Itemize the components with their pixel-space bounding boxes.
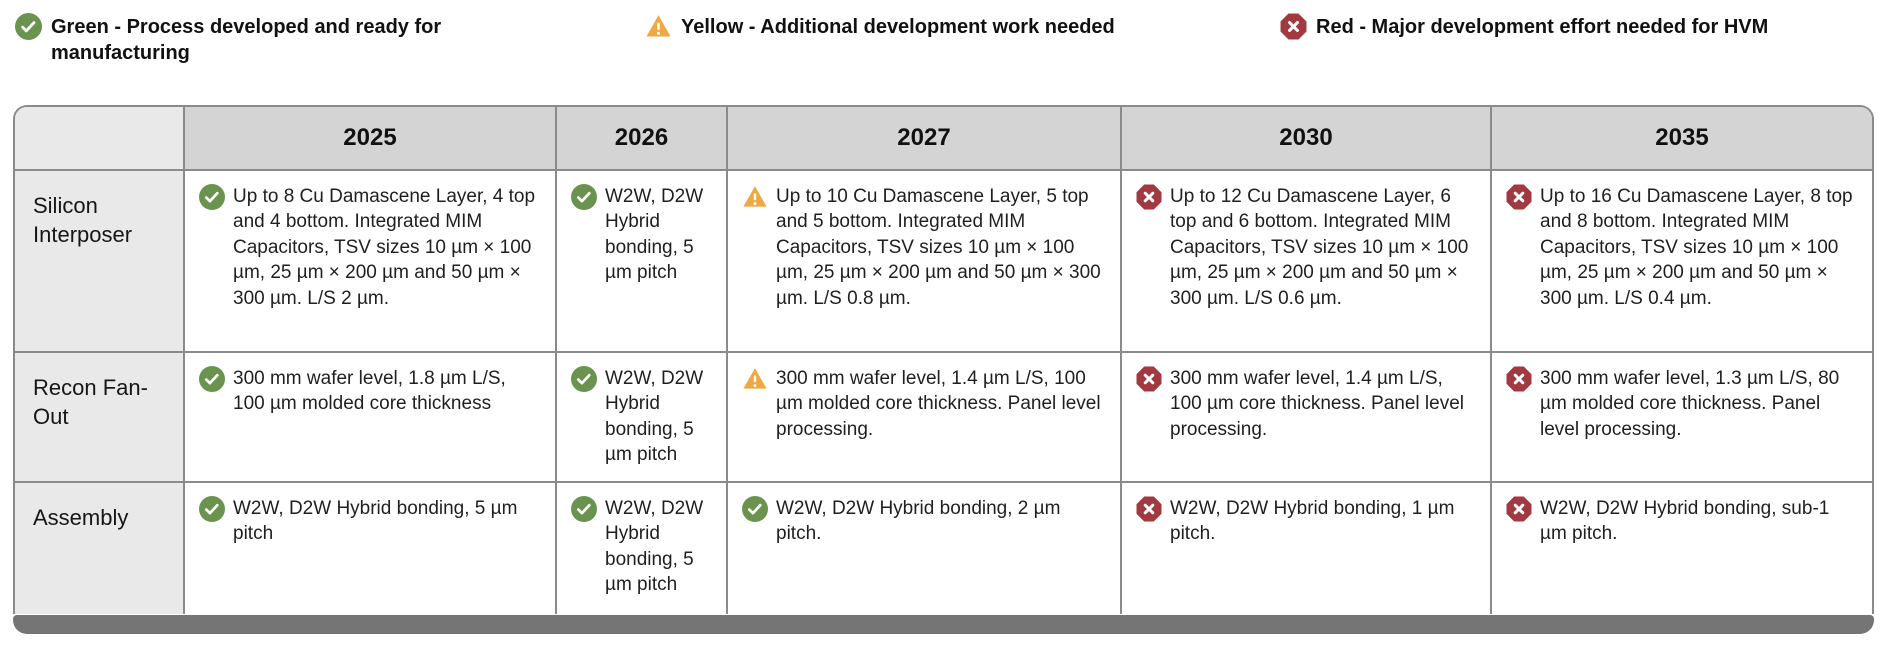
cell-text: Up to 12 Cu Damascene Layer, 6 top and 6… — [1170, 186, 1469, 309]
table-cell: 300 mm wafer level, 1.4 µm L/S, 100 µm c… — [1122, 353, 1492, 483]
red-x-icon — [1505, 183, 1533, 211]
cell-text: 300 mm wafer level, 1.4 µm L/S, 100 µm c… — [1170, 368, 1464, 440]
table-cell: W2W, D2W Hybrid bonding, 5 µm pitch — [185, 483, 557, 614]
column-header-2027: 2027 — [728, 107, 1122, 171]
column-header-2035: 2035 — [1492, 107, 1872, 171]
legend-item-red: Red - Major development effort needed fo… — [1278, 11, 1769, 42]
column-header-2026: 2026 — [557, 107, 728, 171]
legend-item-green: Green - Process developed and ready for … — [13, 11, 485, 66]
legend-label-red: Red - Major development effort needed fo… — [1316, 16, 1769, 38]
column-header-corner — [15, 107, 185, 171]
table-cell: 300 mm wafer level, 1.3 µm L/S, 80 µm mo… — [1492, 353, 1872, 483]
yellow-warning-icon — [742, 366, 768, 392]
column-header-2030: 2030 — [1122, 107, 1492, 171]
red-x-icon — [1505, 365, 1533, 393]
green-check-icon — [569, 364, 599, 394]
table-cell: W2W, D2W Hybrid bonding, 5 µm pitch — [557, 353, 728, 483]
green-check-icon — [197, 182, 227, 212]
red-x-icon — [1135, 183, 1163, 211]
column-header-2025: 2025 — [185, 107, 557, 171]
red-x-icon — [1278, 11, 1309, 42]
red-x-icon — [1135, 495, 1163, 523]
table-cell: W2W, D2W Hybrid bonding, 5 µm pitch — [557, 483, 728, 614]
table-cell: Up to 16 Cu Damascene Layer, 8 top and 8… — [1492, 171, 1872, 353]
table-cell: Up to 12 Cu Damascene Layer, 6 top and 6… — [1122, 171, 1492, 353]
row-label-recon-fan-out: Recon Fan-Out — [15, 353, 185, 483]
cell-text: W2W, D2W Hybrid bonding, 1 µm pitch. — [1170, 498, 1455, 545]
table-cell: W2W, D2W Hybrid bonding, sub-1 µm pitch. — [1492, 483, 1872, 614]
table-cell: W2W, D2W Hybrid bonding, 2 µm pitch. — [728, 483, 1122, 614]
yellow-warning-icon — [645, 13, 672, 40]
green-check-icon — [740, 494, 770, 524]
legend-item-yellow: Yellow - Additional development work nee… — [645, 14, 1115, 40]
cell-text: W2W, D2W Hybrid bonding, 5 µm pitch — [233, 498, 518, 545]
legend-label-green: Green - Process developed and ready for … — [51, 16, 442, 64]
table-cell: Up to 8 Cu Damascene Layer, 4 top and 4 … — [185, 171, 557, 353]
cell-text: 300 mm wafer level, 1.3 µm L/S, 80 µm mo… — [1540, 368, 1840, 440]
cell-text: Up to 10 Cu Damascene Layer, 5 top and 5… — [776, 186, 1101, 309]
table-cell: Up to 10 Cu Damascene Layer, 5 top and 5… — [728, 171, 1122, 353]
green-check-icon — [197, 364, 227, 394]
table-cell: 300 mm wafer level, 1.8 µm L/S, 100 µm m… — [185, 353, 557, 483]
cell-text: 300 mm wafer level, 1.8 µm L/S, 100 µm m… — [233, 368, 506, 415]
table-cell: 300 mm wafer level, 1.4 µm L/S, 100 µm m… — [728, 353, 1122, 483]
cell-text: Up to 8 Cu Damascene Layer, 4 top and 4 … — [233, 186, 536, 309]
cell-text: W2W, D2W Hybrid bonding, sub-1 µm pitch. — [1540, 498, 1830, 545]
row-label-silicon-interposer: Silicon Interposer — [15, 171, 185, 353]
red-x-icon — [1135, 365, 1163, 393]
row-label-assembly: Assembly — [15, 483, 185, 614]
table-bottom-shadow — [13, 615, 1874, 634]
cell-text: W2W, D2W Hybrid bonding, 5 µm pitch — [605, 186, 704, 284]
red-x-icon — [1505, 495, 1533, 523]
roadmap-table: 2025 2026 2027 2030 2035 Silicon Interpo… — [13, 105, 1874, 614]
legend-label-yellow: Yellow - Additional development work nee… — [681, 16, 1115, 38]
cell-text: W2W, D2W Hybrid bonding, 5 µm pitch — [605, 498, 704, 596]
green-check-icon — [197, 494, 227, 524]
cell-text: Up to 16 Cu Damascene Layer, 8 top and 8… — [1540, 186, 1853, 309]
cell-text: W2W, D2W Hybrid bonding, 5 µm pitch — [605, 368, 704, 466]
green-check-icon — [569, 494, 599, 524]
green-check-icon — [13, 11, 44, 42]
cell-text: 300 mm wafer level, 1.4 µm L/S, 100 µm m… — [776, 368, 1101, 440]
table-cell: W2W, D2W Hybrid bonding, 5 µm pitch — [557, 171, 728, 353]
table-cell: W2W, D2W Hybrid bonding, 1 µm pitch. — [1122, 483, 1492, 614]
yellow-warning-icon — [742, 184, 768, 210]
cell-text: W2W, D2W Hybrid bonding, 2 µm pitch. — [776, 498, 1061, 545]
green-check-icon — [569, 182, 599, 212]
